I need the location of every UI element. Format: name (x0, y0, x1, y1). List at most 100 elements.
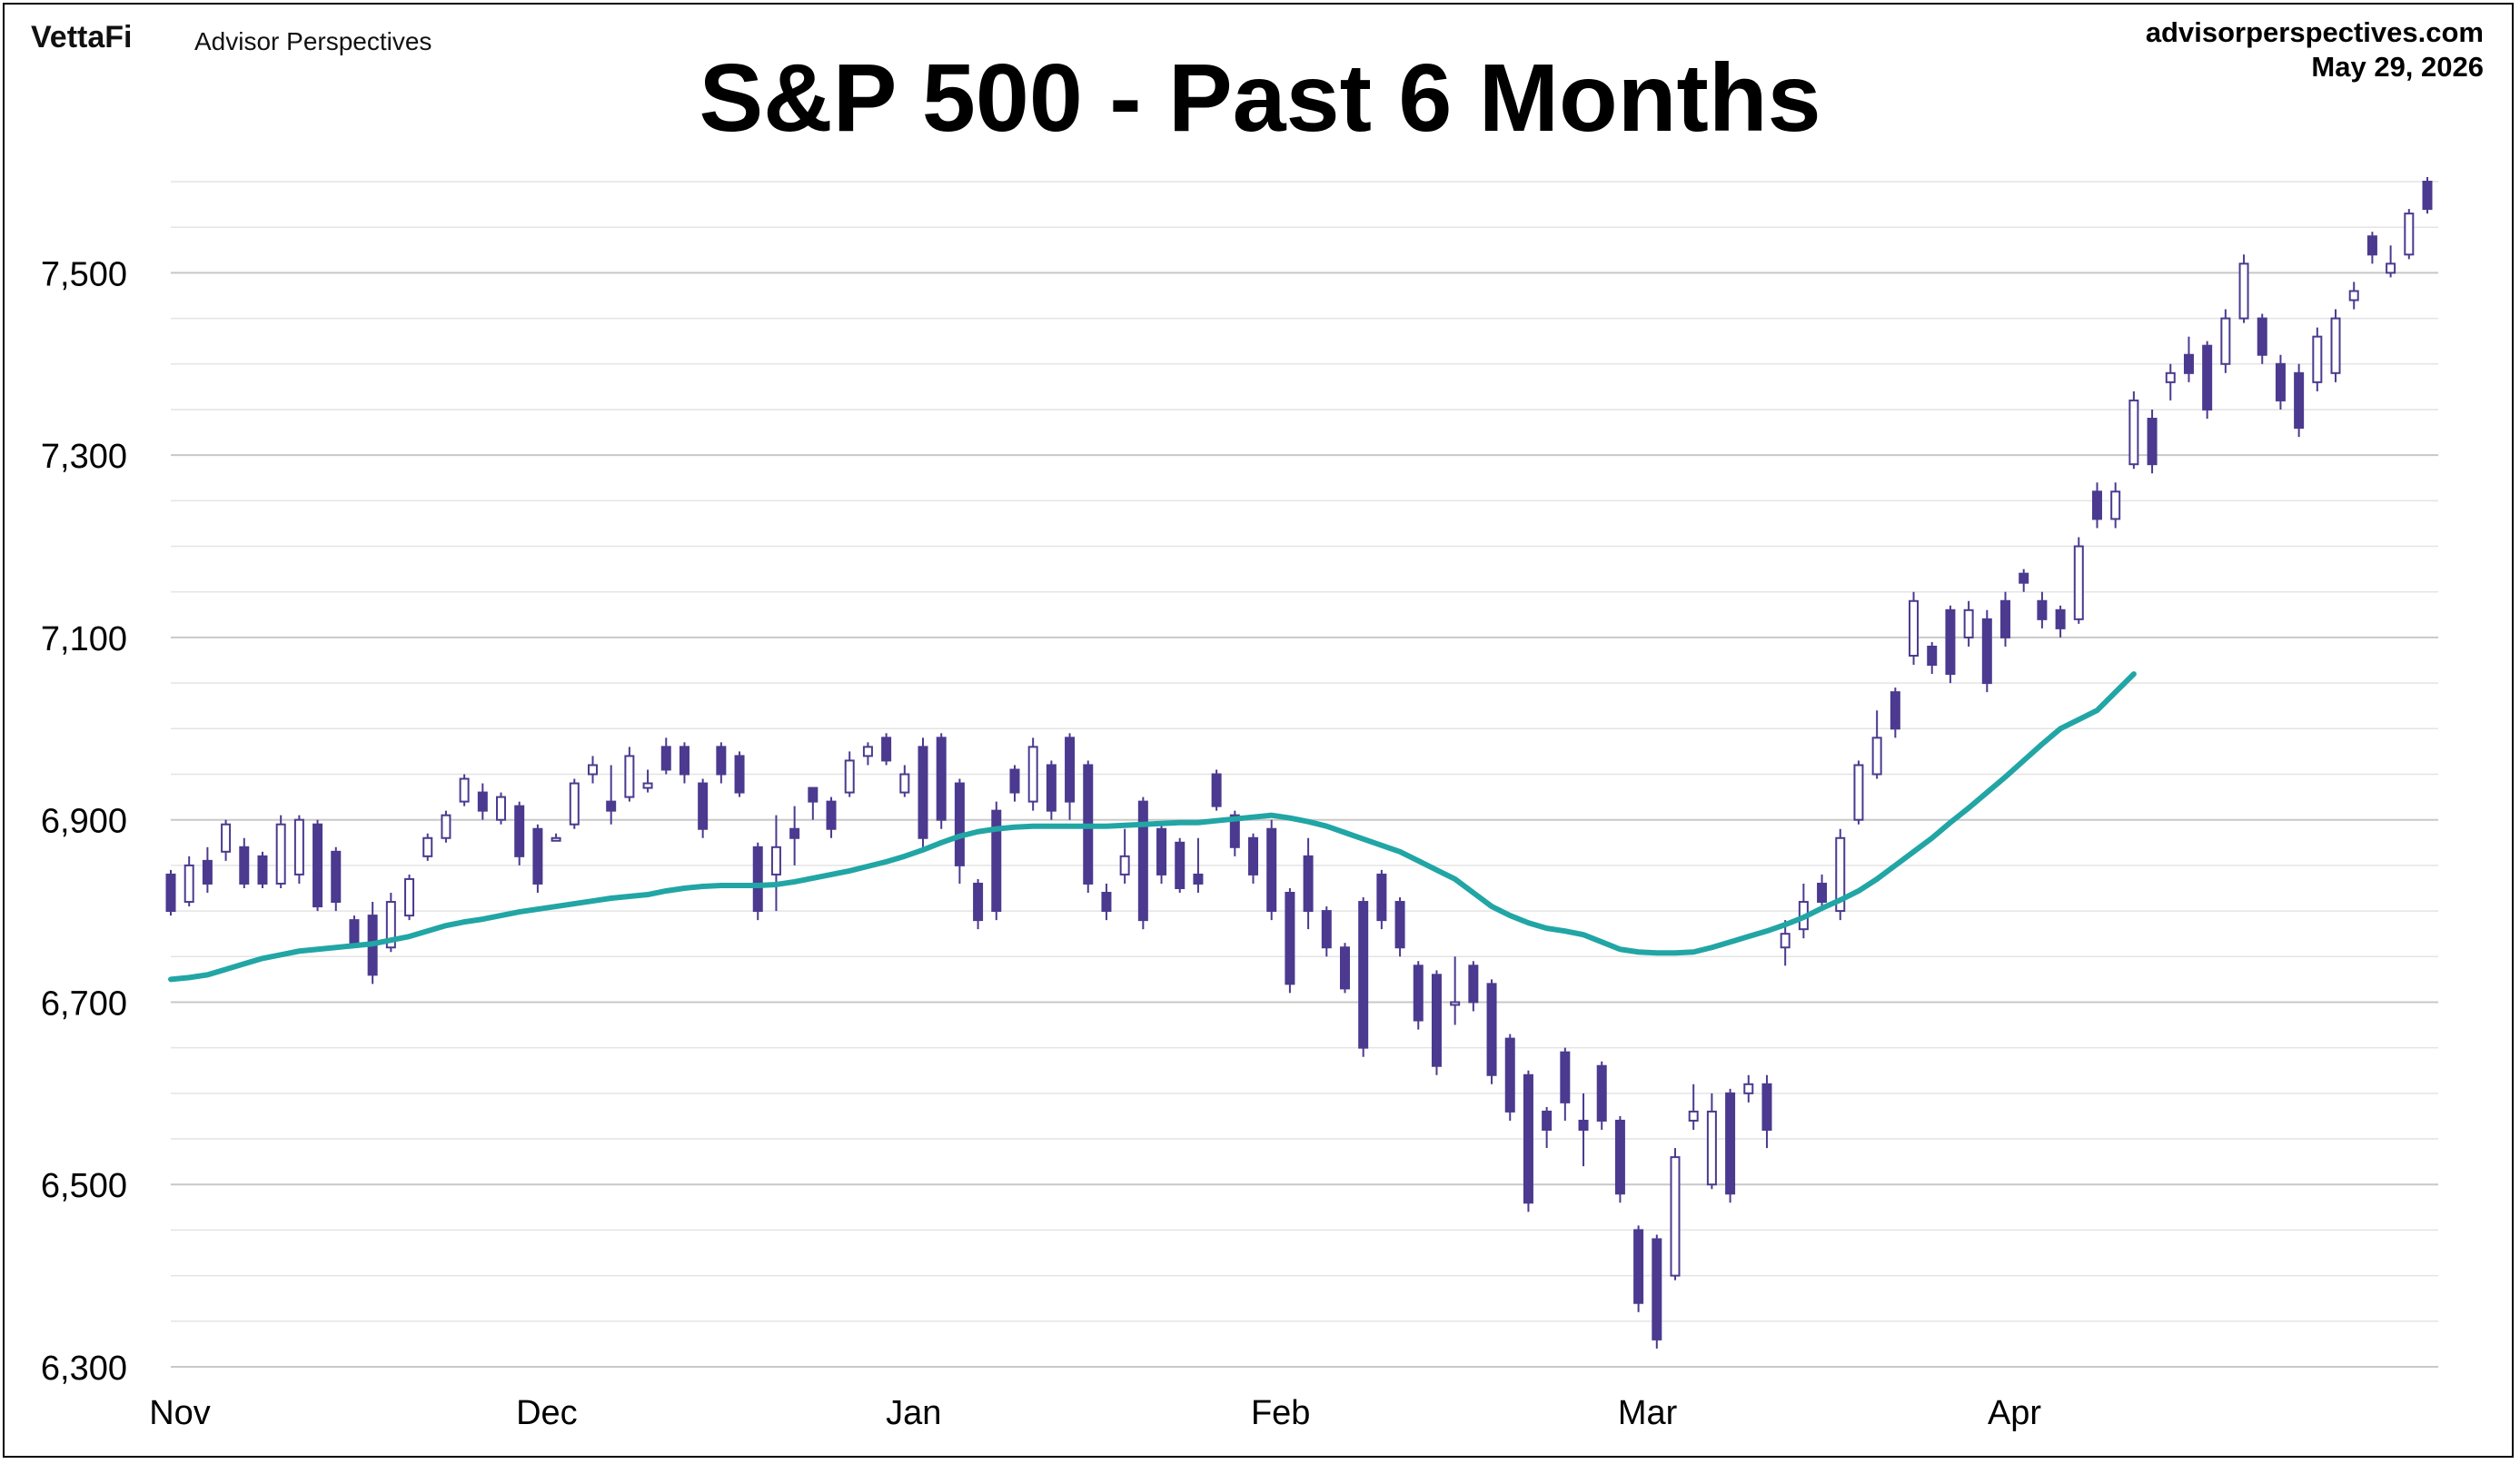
candle-body-up (2404, 213, 2415, 256)
candle-body-up (404, 877, 415, 917)
candle (496, 792, 507, 825)
candle (221, 819, 232, 861)
candlesticks (165, 176, 2433, 1349)
candle-body-up (770, 846, 781, 875)
candle (257, 851, 268, 888)
candle-body-down (1596, 1064, 1607, 1122)
candle (2275, 354, 2286, 410)
candle-body-down (2055, 608, 2066, 629)
candle (2128, 391, 2139, 470)
candle-body-down (1376, 873, 1387, 922)
candle (844, 751, 855, 797)
candle-body-up (899, 773, 910, 794)
candle (698, 778, 709, 838)
candle (1046, 760, 1057, 820)
candle (606, 765, 617, 825)
candle (1523, 1070, 1533, 1212)
candle-body-down (1285, 892, 1295, 985)
candle-body-down (2202, 344, 2213, 411)
candle (313, 819, 323, 912)
candle (936, 733, 947, 829)
candle-body-down (973, 882, 984, 922)
candle-body-down (1981, 618, 1992, 685)
candle-body-down (165, 873, 176, 913)
candle-body-up (862, 746, 873, 757)
candle (2257, 313, 2267, 364)
candle (2147, 409, 2158, 474)
candle-body-down (1486, 983, 1497, 1076)
candle (826, 796, 837, 838)
candle-body-down (734, 755, 745, 794)
candle (2019, 569, 2029, 592)
candle-body-down (606, 800, 617, 812)
candle-body-down (752, 846, 763, 913)
candle-body-down (1413, 964, 1424, 1022)
moving-average (168, 671, 2137, 983)
candle (1890, 687, 1900, 738)
candle-body-down (2257, 317, 2267, 356)
y-tick-label: 6,700 (41, 984, 127, 1023)
candle (1266, 819, 1277, 921)
candle-body-up (2220, 317, 2231, 365)
candle-body-down (1761, 1083, 1772, 1132)
candle (770, 815, 781, 912)
candle (2238, 254, 2249, 323)
candle (1504, 1034, 1515, 1121)
candle (2422, 176, 2433, 214)
candle-body-down (716, 746, 727, 776)
candle (991, 801, 1002, 921)
candle (459, 774, 470, 806)
candle (1137, 796, 1148, 930)
candle (1486, 979, 1497, 1084)
candle (551, 833, 561, 842)
candle (2294, 363, 2305, 438)
candle-body-down (1137, 800, 1148, 922)
candle (2165, 363, 2176, 401)
candle-body-up (642, 782, 653, 789)
candle (2055, 605, 2066, 638)
brand-subtitle: Advisor Perspectives (194, 27, 432, 55)
candle (1633, 1225, 1644, 1312)
candle-body-down (1303, 855, 1314, 913)
y-tick-label: 6,500 (41, 1167, 127, 1205)
candle-body-up (2348, 290, 2359, 302)
candle (202, 846, 213, 893)
candle (899, 765, 910, 797)
candle-body-down (1560, 1051, 1571, 1103)
candle-body-down (2019, 572, 2029, 584)
candle-body-down (936, 737, 947, 821)
candle (1065, 733, 1076, 820)
moving-average-line (168, 671, 2137, 983)
candle (2110, 482, 2121, 529)
candle (532, 824, 543, 893)
candle (1101, 883, 1112, 921)
candle-body-down (202, 859, 213, 885)
candle (2330, 309, 2341, 382)
candle (275, 815, 286, 888)
candle (477, 783, 488, 820)
candle-body-down (660, 746, 671, 771)
candle-body-down (1229, 814, 1240, 848)
candle-body-down (1927, 645, 1938, 667)
candle (2386, 245, 2396, 278)
candle (679, 742, 690, 784)
candle-body-up (2073, 545, 2084, 620)
candle-body-down (1065, 737, 1076, 803)
candle (2073, 537, 2084, 624)
candle-body-down (514, 805, 525, 857)
candle-body-down (789, 827, 800, 839)
candle (404, 874, 415, 921)
candle-body-down (2183, 353, 2194, 374)
candle (1853, 760, 1864, 825)
candle-body-down (1009, 768, 1020, 794)
candle-body-down (826, 800, 837, 830)
candle (441, 810, 451, 843)
candle-body-down (257, 855, 268, 885)
candle-body-up (1450, 1001, 1461, 1006)
candle-body-down (1633, 1229, 1644, 1304)
candle (2202, 341, 2213, 419)
candle (1285, 887, 1295, 994)
x-tick-label: Nov (149, 1394, 211, 1432)
candle-body-up (587, 764, 598, 776)
candle-body-up (1909, 599, 1920, 657)
